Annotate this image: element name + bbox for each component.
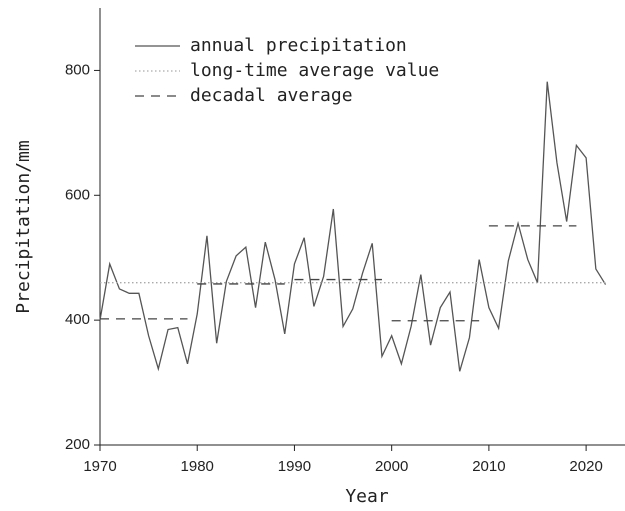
x-tick-label: 2000 [375, 458, 408, 475]
y-tick-label: 200 [65, 436, 90, 453]
x-tick-label: 1990 [278, 458, 311, 475]
x-tick-label: 1970 [83, 458, 116, 475]
y-tick-label: 600 [65, 186, 90, 203]
y-axis-label: Precipitation/mm [13, 140, 34, 313]
legend-label: annual precipitation [190, 35, 407, 56]
legend-label: long-time average value [190, 60, 439, 81]
series-line [99, 81, 607, 372]
x-tick-label: 2020 [569, 458, 602, 475]
y-tick-label: 400 [65, 311, 90, 328]
x-tick-label: 2010 [472, 458, 505, 475]
x-axis-label: Year [345, 486, 389, 507]
x-tick-label: 1980 [181, 458, 214, 475]
y-tick-label: 800 [65, 61, 90, 78]
legend-label: decadal average [190, 85, 353, 106]
